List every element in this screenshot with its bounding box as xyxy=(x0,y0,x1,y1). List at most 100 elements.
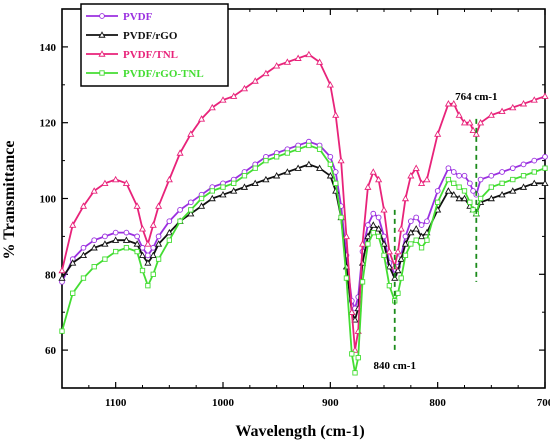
data-point xyxy=(294,164,302,171)
x-tick-label: 700 xyxy=(537,397,550,409)
data-point xyxy=(240,84,249,92)
data-point xyxy=(113,248,119,255)
data-point xyxy=(58,274,66,281)
data-point xyxy=(394,247,402,255)
data-point xyxy=(145,252,151,259)
legend-item: PVDF/rGO-TNL xyxy=(86,68,204,80)
data-point xyxy=(510,176,516,183)
data-point xyxy=(418,232,426,240)
data-point xyxy=(337,156,345,164)
data-point xyxy=(423,175,431,183)
data-point xyxy=(531,157,538,164)
legend-label: PVDF/rGO-TNL xyxy=(123,68,204,80)
data-point xyxy=(434,188,441,194)
data-point xyxy=(375,225,383,232)
data-point xyxy=(79,202,88,209)
data-point xyxy=(413,237,419,243)
data-point xyxy=(316,146,323,152)
data-point xyxy=(197,202,206,209)
data-point xyxy=(444,100,452,107)
y-axis-title: % Transmittance xyxy=(1,141,18,260)
data-point xyxy=(198,195,205,202)
data-point xyxy=(165,228,173,236)
data-point xyxy=(155,256,162,262)
data-point xyxy=(91,264,97,270)
data-point xyxy=(364,183,372,190)
legend-marker xyxy=(98,31,106,38)
data-point xyxy=(348,308,356,315)
data-point xyxy=(450,190,458,198)
data-point xyxy=(316,164,324,171)
data-point xyxy=(90,187,98,194)
data-point xyxy=(499,180,505,186)
data-point xyxy=(541,92,549,99)
data-point xyxy=(424,218,430,225)
data-point xyxy=(375,175,383,183)
data-point xyxy=(358,240,367,247)
data-point xyxy=(208,194,216,202)
data-point xyxy=(352,370,358,376)
data-point xyxy=(394,266,402,274)
data-point xyxy=(295,146,301,152)
data-point xyxy=(209,188,215,194)
data-point xyxy=(273,172,281,179)
data-point xyxy=(219,96,227,103)
data-point xyxy=(316,58,324,65)
data-point xyxy=(488,172,495,179)
data-point xyxy=(531,169,537,175)
data-point xyxy=(284,150,291,156)
data-point xyxy=(220,184,226,190)
x-tick-label: 1000 xyxy=(212,397,235,409)
data-point xyxy=(397,225,405,232)
data-point xyxy=(445,176,452,183)
data-point xyxy=(395,290,401,296)
data-point xyxy=(101,179,109,187)
data-point xyxy=(460,194,469,202)
data-point xyxy=(262,175,270,183)
data-point xyxy=(402,233,409,240)
data-point xyxy=(145,283,151,289)
data-point xyxy=(456,184,462,190)
data-point xyxy=(59,328,65,334)
x-tick-label: 900 xyxy=(322,397,339,409)
annotation-label: 764 cm-1 xyxy=(455,91,497,103)
data-point xyxy=(123,245,130,251)
data-point xyxy=(139,267,146,274)
data-point xyxy=(375,214,382,221)
data-point xyxy=(122,236,130,243)
data-point xyxy=(58,266,66,274)
data-point xyxy=(455,194,463,202)
data-point xyxy=(450,169,457,175)
data-point xyxy=(509,165,516,172)
data-point xyxy=(365,222,371,228)
data-point xyxy=(401,194,410,202)
data-point xyxy=(332,111,340,118)
data-point xyxy=(252,165,258,171)
data-point xyxy=(467,199,473,205)
data-point xyxy=(444,187,452,194)
data-point xyxy=(477,176,484,183)
data-point xyxy=(326,81,334,88)
data-point xyxy=(509,187,517,194)
data-point xyxy=(487,194,495,202)
data-point xyxy=(69,221,77,228)
data-point xyxy=(351,346,359,353)
data-point xyxy=(498,107,506,115)
data-point xyxy=(187,130,195,137)
data-point xyxy=(177,207,183,213)
data-point xyxy=(306,142,312,149)
data-point xyxy=(283,58,291,65)
data-point xyxy=(91,237,98,244)
data-point xyxy=(451,180,457,186)
data-point xyxy=(230,92,238,99)
data-point xyxy=(355,355,361,361)
data-point xyxy=(251,179,259,187)
data-point xyxy=(333,180,339,186)
data-point xyxy=(418,245,425,251)
data-point xyxy=(472,130,480,137)
data-point xyxy=(150,244,157,251)
data-point xyxy=(369,168,377,175)
data-point xyxy=(149,251,157,259)
data-point xyxy=(467,180,473,187)
